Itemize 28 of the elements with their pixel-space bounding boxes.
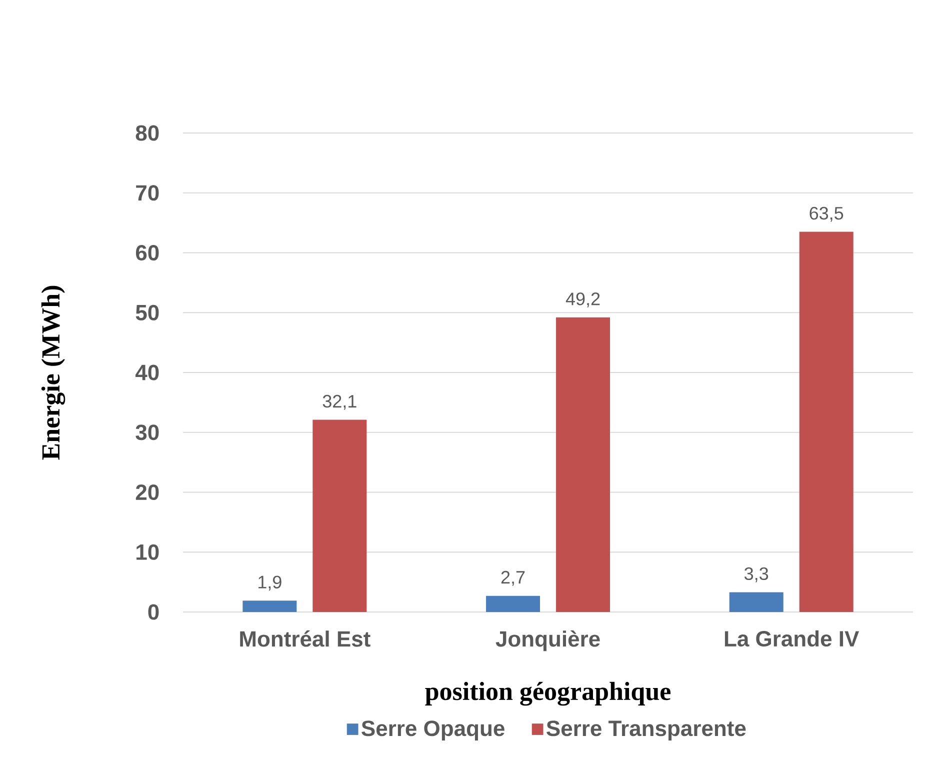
- y-tick-label: 0: [148, 604, 159, 620]
- data-label: 63,5: [810, 206, 844, 222]
- y-axis-title: Energie (MWh): [41, 286, 66, 460]
- data-label: 2,7: [501, 570, 525, 586]
- x-tick-label: Jonquière: [496, 630, 600, 652]
- y-tick-label: 50: [136, 304, 159, 320]
- x-tick-label: Montréal Est: [240, 630, 370, 647]
- y-tick-label: 40: [135, 364, 159, 380]
- x-axis-title: position géographique: [425, 682, 670, 706]
- legend-label: Serre Transparente: [546, 720, 746, 740]
- legend-label: Serre Opaque: [362, 720, 504, 740]
- data-label: 49,2: [566, 292, 600, 308]
- bar: [312, 420, 367, 612]
- y-tick-label: 10: [136, 544, 159, 560]
- y-tick-label: 20: [136, 484, 159, 500]
- y-tick-label: 70: [136, 185, 159, 201]
- data-label: 3,3: [744, 567, 768, 582]
- x-tick-label: La Grande IV: [724, 630, 860, 647]
- bar: [556, 317, 610, 612]
- y-tick-label: 30: [136, 424, 159, 440]
- y-tick-label: 60: [136, 244, 159, 261]
- bar: [486, 596, 540, 612]
- y-tick-label: 80: [136, 125, 159, 141]
- bar: [242, 600, 297, 612]
- data-label: 1,9: [258, 576, 282, 591]
- data-label: 32,1: [322, 394, 356, 410]
- bar: [729, 592, 784, 612]
- bar: [799, 232, 854, 612]
